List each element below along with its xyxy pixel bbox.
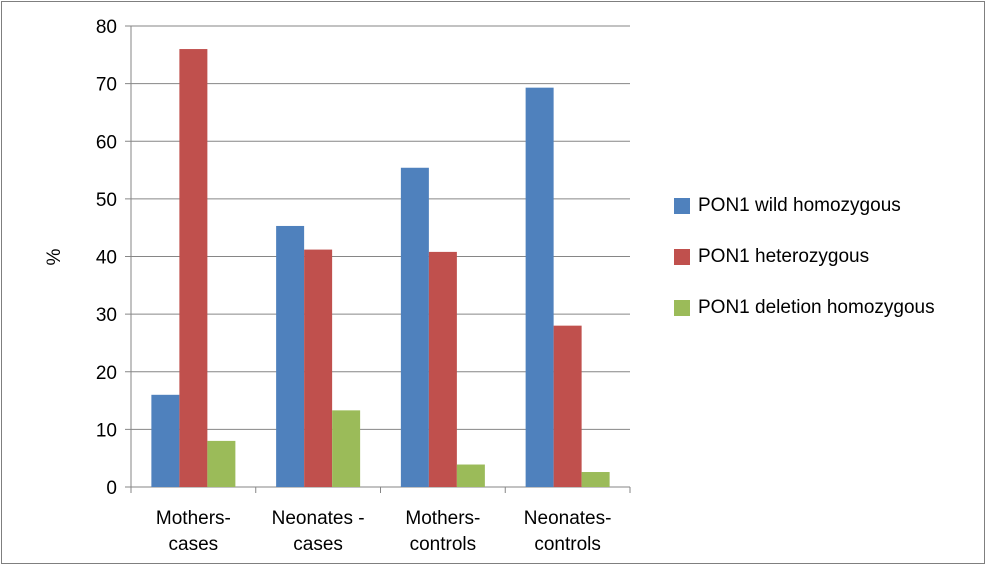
y-axis-label: %	[44, 248, 65, 265]
y-tick-label: 60	[96, 132, 117, 153]
legend-swatch-deletion-homozygous	[674, 300, 690, 316]
legend-swatch-heterozygous	[674, 249, 690, 265]
bar	[553, 325, 582, 487]
bar	[581, 472, 610, 487]
legend-item-deletion-homozygous: PON1 deletion homozygous	[674, 296, 974, 320]
bar	[428, 251, 457, 487]
bar	[151, 394, 180, 487]
x-category-label: Neonates -	[272, 508, 365, 529]
x-category-label: controls	[410, 534, 477, 555]
x-category-label: Neonates-	[524, 508, 612, 529]
y-tick-label: 40	[96, 248, 117, 269]
legend-label-deletion-homozygous: PON1 deletion homozygous	[698, 297, 935, 318]
bar	[304, 249, 333, 487]
y-tick-label: 10	[96, 420, 117, 441]
x-category-label: Mothers-	[405, 508, 480, 529]
y-tick-label: 30	[96, 305, 117, 326]
legend-label-heterozygous: PON1 heterozygous	[698, 246, 870, 267]
x-category-label: cases	[293, 534, 343, 555]
legend-swatch-wild-homozygous	[674, 198, 690, 214]
x-category-label: cases	[169, 534, 219, 555]
y-tick-label: 0	[106, 478, 117, 499]
legend-label-wild-homozygous: PON1 wild homozygous	[698, 195, 901, 216]
bar	[207, 440, 236, 487]
legend-item-wild-homozygous: PON1 wild homozygous	[674, 194, 974, 218]
legend: PON1 wild homozygous PON1 heterozygous P…	[674, 194, 974, 347]
x-category-label: controls	[534, 534, 601, 555]
y-tick-label: 80	[96, 17, 117, 38]
y-tick-label: 50	[96, 190, 117, 211]
y-tick-label: 20	[96, 363, 117, 384]
bar	[179, 49, 208, 488]
bar	[400, 167, 429, 487]
bar	[276, 225, 305, 488]
x-category-label: Mothers-	[156, 508, 231, 529]
y-tick-label: 70	[96, 75, 117, 96]
legend-item-heterozygous: PON1 heterozygous	[674, 245, 974, 269]
bar	[525, 87, 554, 487]
bar	[456, 464, 485, 487]
bar	[332, 410, 361, 487]
